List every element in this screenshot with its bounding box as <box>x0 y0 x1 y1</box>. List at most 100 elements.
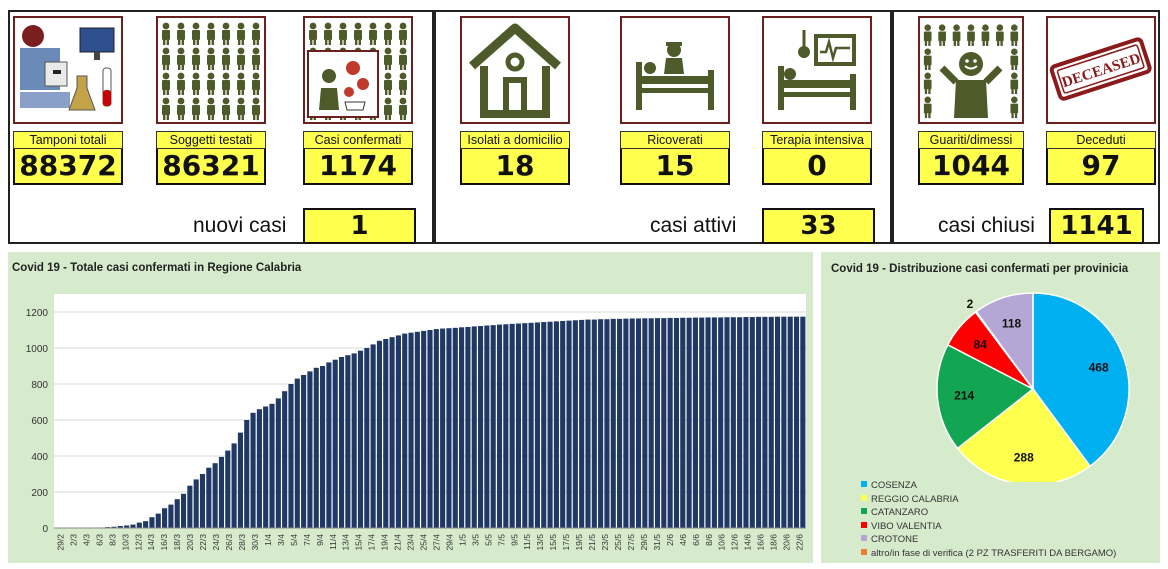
bar <box>288 384 294 528</box>
terapia-value: 0 <box>762 149 872 185</box>
person-figure-icon <box>252 22 260 45</box>
ricoverati-value: 15 <box>620 149 730 185</box>
isolati-value: 18 <box>460 149 570 185</box>
bar <box>629 318 635 528</box>
bar <box>459 327 465 528</box>
x-tick-label: 1/4 <box>263 534 273 546</box>
bar <box>244 420 250 528</box>
nuovi-casi-label: nuovi casi <box>193 214 287 237</box>
bar <box>528 322 534 528</box>
y-tick-label: 200 <box>31 488 48 499</box>
bar <box>667 317 673 528</box>
bar <box>673 317 680 528</box>
legend-item: CROTONE <box>861 534 918 545</box>
bar <box>162 508 168 528</box>
bar <box>737 317 743 528</box>
casi-chiusi-label: casi chiusi <box>938 214 1035 237</box>
x-tick-label: 21/4 <box>393 534 403 551</box>
bar <box>149 517 155 528</box>
person-figure-icon <box>237 72 245 95</box>
person-figure-icon <box>162 47 170 70</box>
person-figure-icon <box>938 24 946 46</box>
x-tick-label: 31/5 <box>652 534 662 551</box>
legend-swatch <box>861 535 867 541</box>
x-tick-label: 25/4 <box>419 534 429 551</box>
y-tick-label: 1000 <box>26 344 49 355</box>
bar <box>263 406 269 528</box>
bar <box>206 467 212 528</box>
bar <box>212 463 218 528</box>
x-tick-label: 1/5 <box>457 534 467 546</box>
person-figure-icon <box>207 72 215 95</box>
x-tick-label: 17/4 <box>367 534 377 551</box>
bar <box>250 412 256 528</box>
bar <box>130 524 136 528</box>
person-figure-icon <box>399 97 407 120</box>
bar <box>718 317 724 528</box>
person-figure-icon <box>981 24 990 46</box>
x-tick-label: 18/3 <box>172 534 182 551</box>
deceduti-value: 97 <box>1046 149 1156 185</box>
bar <box>800 316 806 528</box>
bar <box>124 525 130 528</box>
bar <box>326 362 332 528</box>
x-tick-label: 18/6 <box>769 534 779 551</box>
guariti-card: Guariti/dimessi 1044 <box>918 16 1024 185</box>
x-tick-label: 20/3 <box>185 534 195 551</box>
person-figure-icon <box>177 97 185 120</box>
pie-chart-panel: Covid 19 - Distribuzione casi confermati… <box>821 252 1160 563</box>
person-figure-icon <box>162 22 170 45</box>
bar <box>376 340 383 528</box>
bar <box>187 485 193 528</box>
house-icon <box>460 16 570 124</box>
person-figure-icon <box>1010 72 1019 95</box>
bar <box>509 323 515 528</box>
bar <box>389 337 395 528</box>
x-tick-label: 12/3 <box>133 534 143 551</box>
person-figure-icon <box>252 97 260 120</box>
bar <box>775 316 781 528</box>
recovered-person-icon <box>918 16 1024 124</box>
bar <box>174 499 180 528</box>
bar <box>617 318 623 528</box>
tamponi-label: Tamponi totali <box>13 131 123 149</box>
nuovi-casi-value: 1 <box>303 208 416 244</box>
person-figure-icon <box>339 22 347 45</box>
person-figure-icon <box>923 48 932 70</box>
person-figure-icon <box>192 22 200 45</box>
bar <box>680 317 686 528</box>
x-tick-label: 4/3 <box>81 534 91 546</box>
y-tick-label: 400 <box>31 452 48 463</box>
x-tick-label: 26/3 <box>224 534 234 551</box>
x-tick-label: 3/5 <box>470 534 480 546</box>
x-tick-label: 25/5 <box>613 534 623 551</box>
pie-data-label: 84 <box>974 337 988 351</box>
ricoverati-label: Ricoverati <box>620 131 730 149</box>
bar <box>762 316 768 528</box>
virus-crowd-icon <box>303 16 413 124</box>
person-figure-icon <box>1010 48 1019 70</box>
bar <box>503 324 509 528</box>
x-tick-label: 15/4 <box>354 534 364 551</box>
bar <box>452 327 458 528</box>
x-tick-label: 22/6 <box>795 534 805 551</box>
x-tick-label: 19/4 <box>380 534 390 551</box>
x-tick-label: 23/5 <box>600 534 610 551</box>
x-tick-label: 5/4 <box>289 534 299 546</box>
legend-label: CROTONE <box>871 534 919 545</box>
x-tick-label: 23/4 <box>406 534 416 551</box>
person-figure-icon <box>177 47 185 70</box>
bar <box>307 371 313 528</box>
bar <box>111 526 117 528</box>
bar <box>610 318 616 528</box>
pie-slice <box>936 343 1035 450</box>
bar <box>648 318 654 528</box>
casi-attivi-label: casi attivi <box>650 214 737 237</box>
x-tick-label: 2/3 <box>68 534 78 546</box>
bar <box>218 456 225 528</box>
person-figure-icon <box>222 47 230 70</box>
bar <box>591 319 597 528</box>
guariti-label: Guariti/dimessi <box>918 131 1024 149</box>
person-figure-icon <box>207 97 215 120</box>
